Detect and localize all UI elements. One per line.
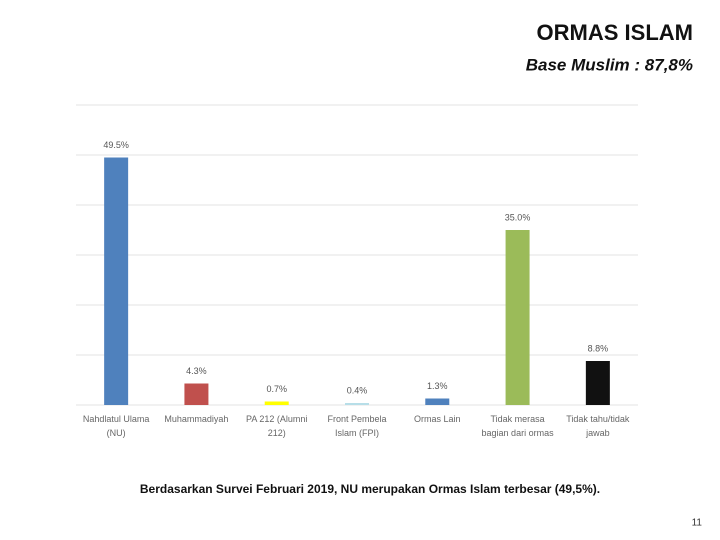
page-number: 11: [692, 518, 703, 529]
data-label: 49.5%: [103, 140, 129, 150]
x-tick-label: Front Pembela Islam (FPI): [327, 414, 387, 438]
bar: [264, 401, 289, 405]
data-label: 0.4%: [347, 385, 368, 395]
data-label: 4.3%: [186, 366, 207, 376]
bar: [505, 230, 530, 405]
data-label: 35.0%: [505, 212, 531, 222]
x-tick-label: Nahdlatul Ulama (NU): [82, 414, 150, 438]
bar: [345, 403, 369, 405]
x-tick-label: Tidak tahu/tidak jawab: [566, 414, 630, 438]
bar: [184, 383, 209, 405]
data-label: 8.8%: [588, 343, 609, 353]
chart-title: ORMAS ISLAM: [537, 20, 693, 45]
data-label: 0.7%: [266, 384, 287, 394]
x-tick-label: PA 212 (Alumni 212): [246, 414, 308, 438]
x-tick-label: Ormas Lain: [414, 414, 461, 424]
x-tick-label: Tidak merasa bagian dari ormas: [481, 414, 554, 438]
chart-subtitle: Base Muslim : 87,8%: [526, 55, 693, 74]
footnote: Berdasarkan Survei Februari 2019, NU mer…: [140, 482, 600, 496]
x-tick-label: Muhammadiyah: [164, 414, 229, 424]
bar: [104, 157, 129, 405]
bar: [585, 361, 610, 405]
bar: [425, 398, 450, 405]
data-label: 1.3%: [427, 381, 448, 391]
